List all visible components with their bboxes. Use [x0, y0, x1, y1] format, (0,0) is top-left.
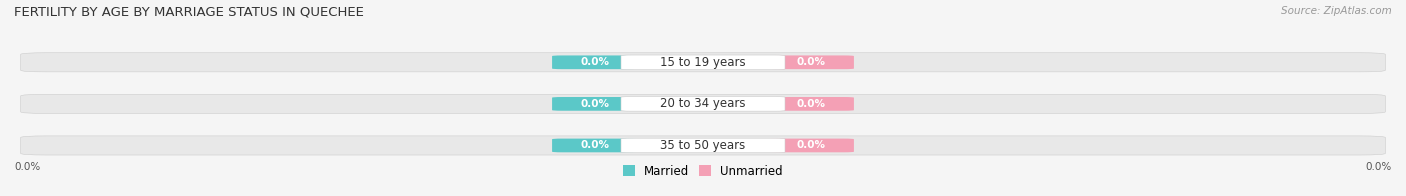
Text: 0.0%: 0.0%: [14, 162, 41, 172]
FancyBboxPatch shape: [21, 94, 1385, 113]
Text: 0.0%: 0.0%: [797, 99, 825, 109]
Text: 0.0%: 0.0%: [581, 99, 609, 109]
Text: Source: ZipAtlas.com: Source: ZipAtlas.com: [1281, 6, 1392, 16]
FancyBboxPatch shape: [553, 55, 637, 69]
Legend: Married, Unmarried: Married, Unmarried: [623, 165, 783, 178]
FancyBboxPatch shape: [621, 55, 785, 70]
FancyBboxPatch shape: [553, 139, 637, 152]
Text: 35 to 50 years: 35 to 50 years: [661, 139, 745, 152]
FancyBboxPatch shape: [621, 138, 785, 153]
Text: 20 to 34 years: 20 to 34 years: [661, 97, 745, 110]
FancyBboxPatch shape: [621, 97, 785, 111]
Text: 0.0%: 0.0%: [581, 141, 609, 151]
Text: FERTILITY BY AGE BY MARRIAGE STATUS IN QUECHEE: FERTILITY BY AGE BY MARRIAGE STATUS IN Q…: [14, 6, 364, 19]
FancyBboxPatch shape: [553, 97, 637, 111]
FancyBboxPatch shape: [769, 55, 853, 69]
Text: 0.0%: 0.0%: [1365, 162, 1392, 172]
Text: 0.0%: 0.0%: [581, 57, 609, 67]
Text: 0.0%: 0.0%: [797, 141, 825, 151]
FancyBboxPatch shape: [21, 53, 1385, 72]
Text: 15 to 19 years: 15 to 19 years: [661, 56, 745, 69]
FancyBboxPatch shape: [21, 136, 1385, 155]
FancyBboxPatch shape: [769, 97, 853, 111]
Text: 0.0%: 0.0%: [797, 57, 825, 67]
FancyBboxPatch shape: [769, 139, 853, 152]
